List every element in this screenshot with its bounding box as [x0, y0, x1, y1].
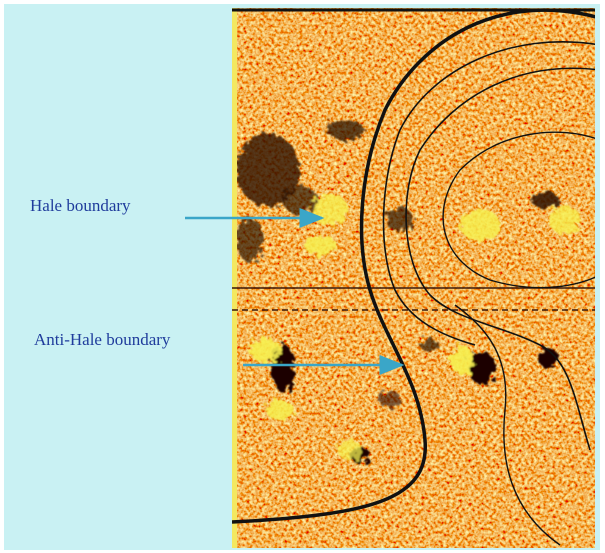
magnetogram	[232, 8, 600, 548]
page: {"labels": {"hale": "Hale boundary", "an…	[0, 0, 605, 553]
magnetogram-texture	[232, 8, 595, 548]
panel-edge	[232, 8, 237, 548]
figure: Hale boundary Anti-Hale boundary	[0, 0, 605, 553]
hale-label: Hale boundary	[30, 196, 131, 215]
anti-hale-label: Anti-Hale boundary	[34, 330, 171, 349]
